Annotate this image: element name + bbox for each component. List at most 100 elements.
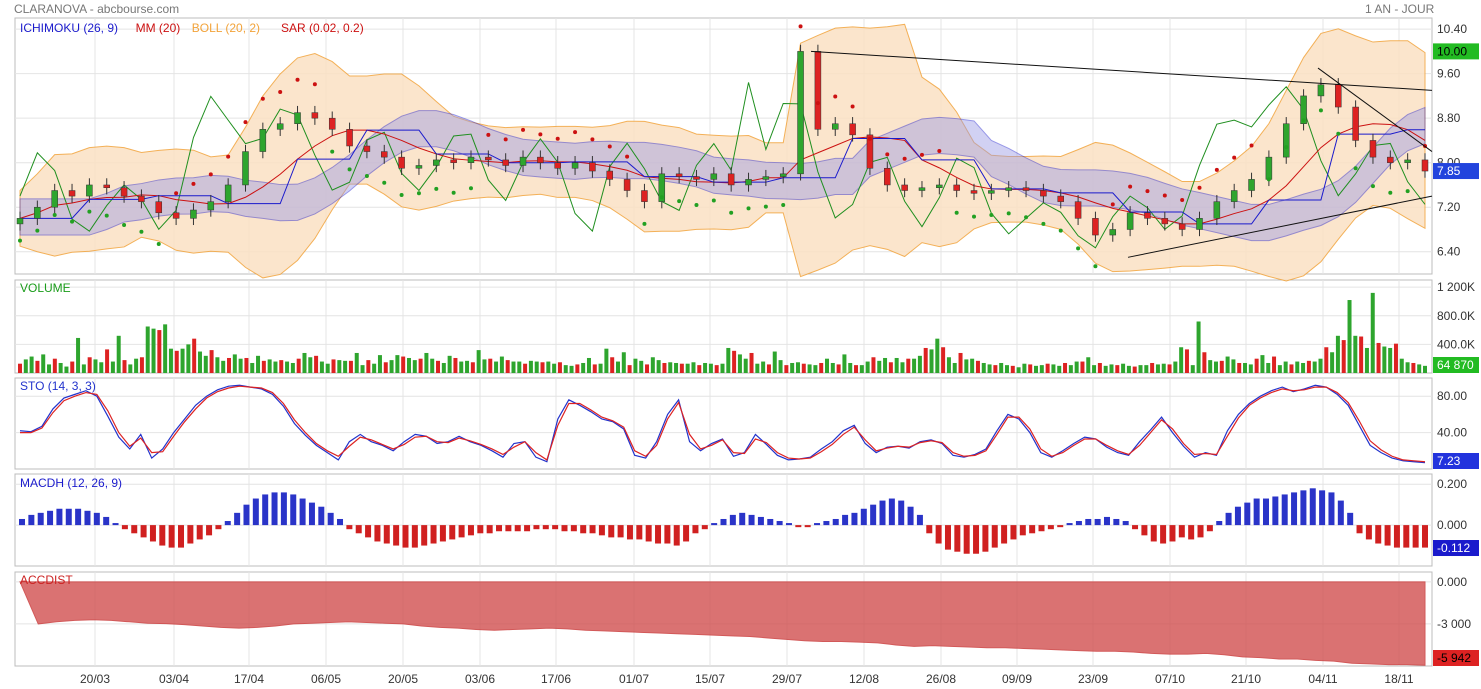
volume-bar xyxy=(917,355,922,373)
macd-bar xyxy=(1001,525,1008,544)
trendline-resistance xyxy=(810,50,1433,91)
macd-bar xyxy=(252,498,259,526)
candle-body xyxy=(779,173,787,177)
macd-bar xyxy=(879,500,886,526)
volume-bar xyxy=(261,360,266,373)
candle-body xyxy=(1213,201,1221,219)
sar-dot xyxy=(191,181,196,186)
sar-dot xyxy=(815,101,820,106)
macd-bar xyxy=(1010,525,1017,540)
volume-bar xyxy=(633,358,638,373)
volume-bar xyxy=(615,361,620,373)
macd-bar xyxy=(888,498,895,526)
y-tick-label: 80.00 xyxy=(1437,389,1467,403)
macd-bar xyxy=(1160,525,1167,544)
volume-bar xyxy=(755,363,760,373)
chart-title: CLARANOVA - abcbourse.com xyxy=(14,2,180,16)
sar-dot xyxy=(781,202,786,207)
volume-bar xyxy=(453,357,458,373)
candle-body xyxy=(1404,159,1411,163)
volume-bar xyxy=(1045,363,1050,373)
y-tick-label: 10.40 xyxy=(1437,22,1467,36)
volume-bar xyxy=(1028,364,1033,373)
volume-bar xyxy=(1039,365,1044,373)
macd-bar xyxy=(393,525,400,546)
candle-body xyxy=(1074,201,1082,219)
volume-bar xyxy=(540,362,545,373)
macd-bar xyxy=(814,523,821,526)
sar-dot xyxy=(763,204,768,209)
macd-bar xyxy=(1403,525,1410,548)
volume-bar xyxy=(848,362,853,373)
macd-bar xyxy=(1094,518,1101,526)
legend-label: ICHIMOKU (26, 9) xyxy=(20,21,118,35)
trendline-short xyxy=(1317,67,1433,152)
volume-bar xyxy=(1092,365,1097,373)
macd-bar xyxy=(1019,525,1026,536)
macd-bar xyxy=(1169,525,1176,542)
volume-bar xyxy=(610,357,615,373)
volume-bar xyxy=(912,358,917,373)
volume-bar xyxy=(285,361,290,373)
volume-bar xyxy=(296,358,301,373)
volume-bar xyxy=(958,352,963,373)
macd-bar xyxy=(1132,525,1139,530)
volume-bar xyxy=(1353,335,1358,373)
volume-bar xyxy=(377,355,382,373)
volume-bar xyxy=(1016,367,1021,373)
sar-dot xyxy=(364,174,369,179)
macd-bar xyxy=(47,510,54,526)
volume-bar xyxy=(383,362,388,373)
candle-body xyxy=(1109,229,1117,236)
macd-bar xyxy=(1150,525,1157,542)
price-panel: ICHIMOKU (26, 9) MM (20) BOLL (20, 2) SAR (… xyxy=(16,21,1433,282)
sar-dot xyxy=(295,77,300,82)
sar-dot xyxy=(867,136,872,141)
x-tick-label: 06/05 xyxy=(311,672,341,686)
sar-dot xyxy=(1128,184,1133,189)
volume-bar xyxy=(1272,356,1277,373)
volume-bar xyxy=(871,357,876,373)
volume-bar xyxy=(52,358,57,373)
sar-dot xyxy=(416,191,421,196)
macd-bar xyxy=(982,525,989,552)
volume-bar xyxy=(372,363,377,373)
candle-body xyxy=(1178,223,1186,230)
candle-body xyxy=(901,184,908,191)
volume-bar xyxy=(900,362,905,373)
volume-bar xyxy=(813,365,818,373)
sar-dot xyxy=(278,90,283,95)
candle-body xyxy=(346,129,353,147)
volume-bar xyxy=(1376,342,1381,373)
volume-bar xyxy=(656,360,661,373)
macd-bar xyxy=(1422,525,1428,548)
panel-frame-volume xyxy=(14,279,1433,374)
volume-bar xyxy=(163,324,168,373)
macd-bar xyxy=(449,525,456,540)
volume-bar xyxy=(923,347,928,373)
volume-bar xyxy=(662,362,667,373)
candle-body xyxy=(381,151,388,158)
volume-bar xyxy=(348,360,353,373)
macd-bar xyxy=(1234,506,1241,526)
volume-bar xyxy=(975,360,980,373)
volume-bar xyxy=(720,363,725,373)
candle-body xyxy=(884,168,891,186)
macd-bar xyxy=(1206,525,1213,532)
candle-body xyxy=(363,145,371,152)
sar-dot xyxy=(18,238,22,243)
y-tick-label: 8.80 xyxy=(1437,111,1461,125)
volume-bar xyxy=(343,360,348,373)
trendline-support xyxy=(1127,195,1433,258)
volume-bar xyxy=(714,365,719,373)
macd-bar xyxy=(552,525,559,530)
volume-bar xyxy=(778,360,783,373)
candle-body xyxy=(1369,140,1377,158)
volume-bar xyxy=(534,361,539,373)
sar-dot xyxy=(1024,215,1029,220)
volume-bar xyxy=(766,364,771,373)
sar-dot xyxy=(399,192,404,197)
macd-bar xyxy=(206,525,213,536)
volume-bar xyxy=(232,354,237,373)
macd-bar xyxy=(299,498,306,526)
